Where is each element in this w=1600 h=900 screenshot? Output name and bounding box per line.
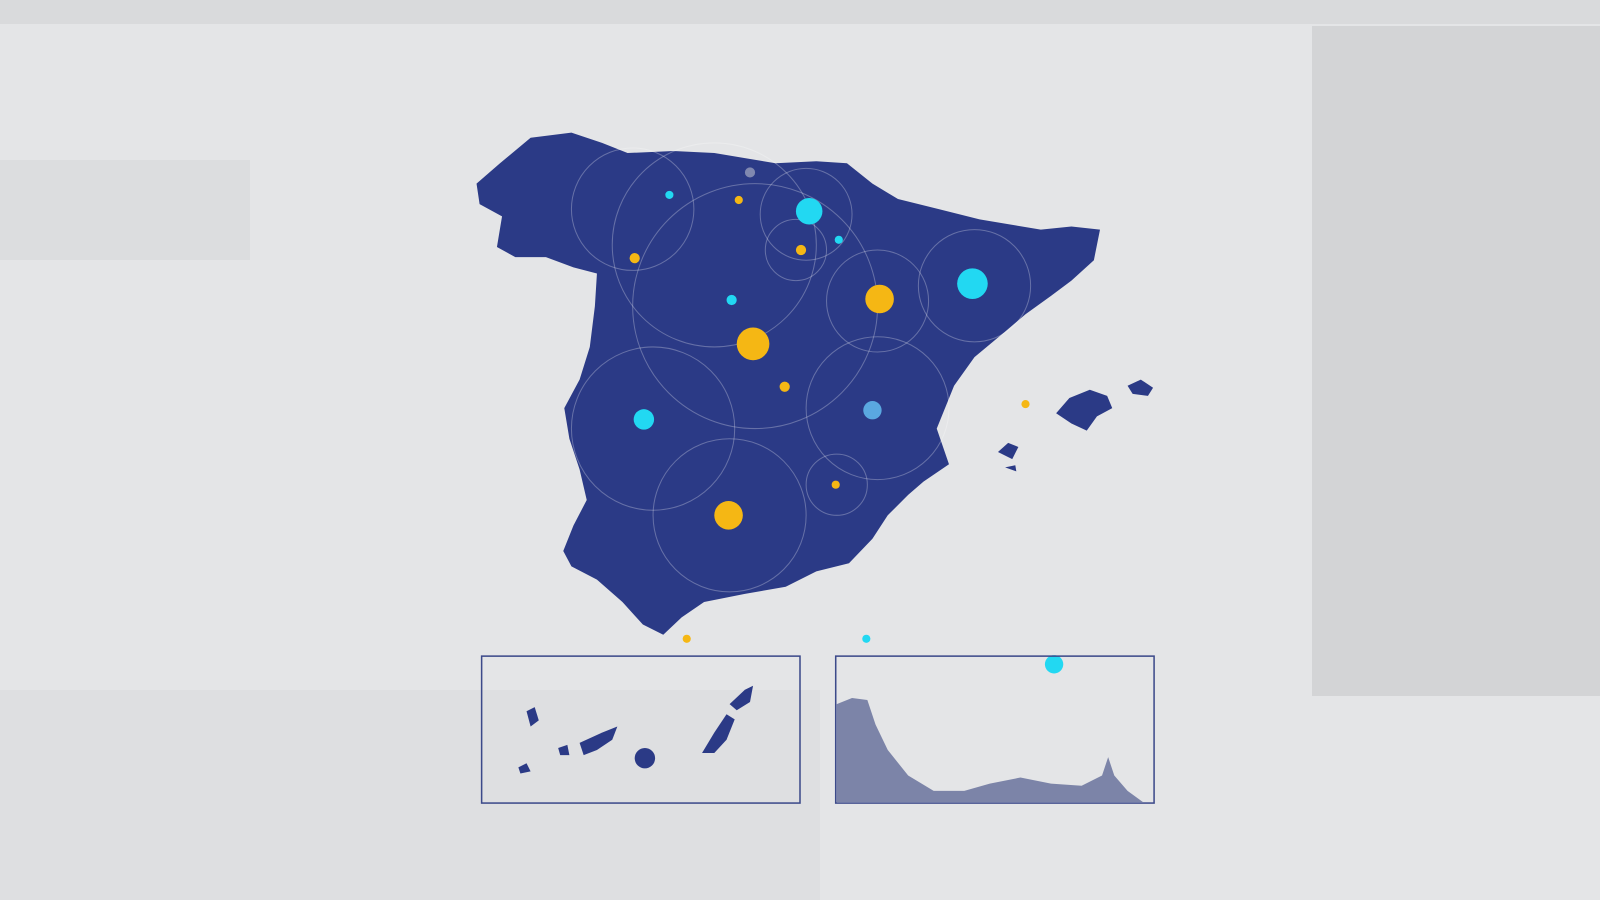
network-ring [570, 346, 736, 511]
network-ring [652, 438, 807, 593]
city-marker-yellow [831, 480, 840, 489]
network-ring [826, 249, 930, 353]
background-block [0, 160, 250, 260]
background-band [0, 0, 1600, 24]
city-marker-cyan [633, 409, 655, 430]
network-ring [805, 453, 868, 516]
background-block [1312, 26, 1600, 696]
city-marker-yellow [779, 381, 790, 392]
city-marker-yellow [682, 634, 691, 643]
city-marker-cyan [665, 190, 674, 199]
city-marker-yellow [865, 284, 894, 314]
city-marker-cyan [726, 294, 737, 306]
city-marker-yellow [734, 195, 743, 205]
city-marker-cyan [834, 235, 843, 244]
city-marker-yellow [629, 253, 640, 264]
canary-islands [518, 685, 754, 774]
network-ring [570, 147, 695, 271]
network-ring [759, 167, 853, 261]
city-markers [629, 167, 1064, 674]
city-marker-light_blue [863, 401, 882, 420]
city-marker-yellow [795, 244, 807, 256]
network-ring [917, 229, 1032, 343]
formentera [1005, 465, 1017, 472]
city-marker-yellow [1021, 400, 1030, 409]
canary-islands-inset [480, 655, 801, 804]
menorca [1127, 379, 1154, 396]
network-ring [611, 142, 817, 348]
city-marker-yellow [736, 327, 770, 361]
city-marker-cyan [957, 268, 988, 299]
coastline [836, 697, 1143, 803]
network-ring [805, 336, 950, 481]
city-marker-cyan [862, 634, 871, 643]
city-marker-yellow [714, 501, 743, 530]
city-marker-cyan [1044, 655, 1064, 674]
mallorca [1056, 389, 1113, 431]
city-marker-cyan [795, 197, 823, 225]
network-ring [764, 218, 828, 282]
ibiza [997, 442, 1019, 460]
city-marker-grey [744, 167, 756, 178]
background-block [0, 690, 820, 900]
coastal-inset [834, 655, 1155, 804]
